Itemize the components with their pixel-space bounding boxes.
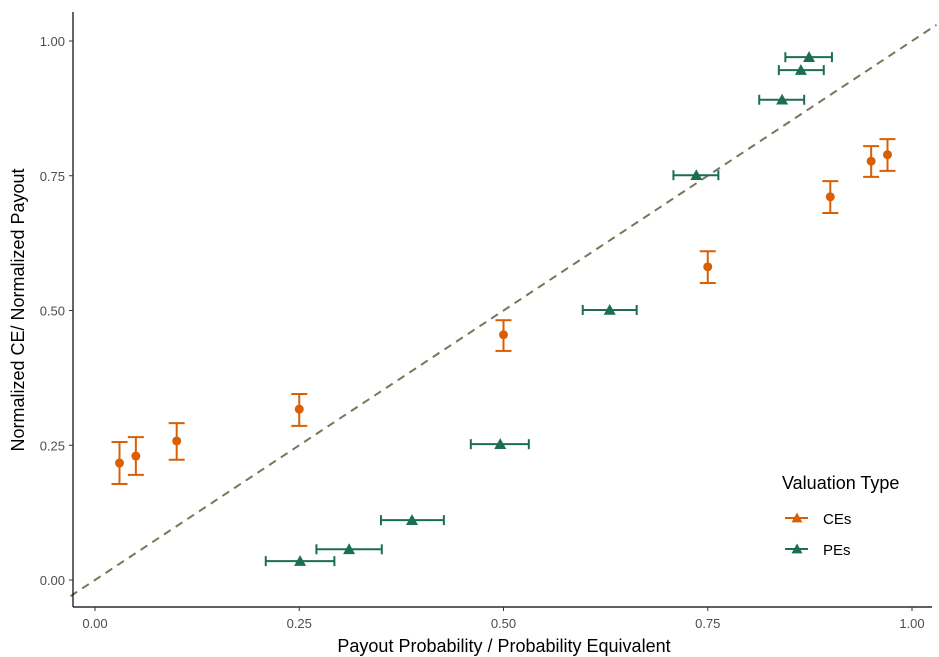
data-point-ces: [131, 451, 141, 461]
data-point-pes: [803, 51, 816, 62]
data-point-pes: [294, 555, 307, 566]
data-point-ces: [825, 192, 835, 202]
data-point-ces: [882, 150, 892, 160]
data-point-pes: [494, 438, 507, 449]
legend-title: Valuation Type: [782, 473, 899, 493]
legend-label: CEs: [823, 511, 851, 528]
x-tick-label: 1.00: [899, 616, 924, 631]
x-tick-label: 0.25: [287, 616, 312, 631]
legend: Valuation Type CEs PEs: [782, 473, 899, 559]
legend-label: PEs: [823, 542, 851, 559]
data-point-pes: [405, 514, 418, 525]
legend-key-marker: [791, 543, 803, 554]
x-tick-label: 0.75: [695, 616, 720, 631]
x-tick-label: 0.50: [491, 616, 516, 631]
data-point-ces: [115, 458, 125, 468]
y-tick-label: 0.25: [40, 438, 65, 453]
reference-line-y-equals-x: [69, 23, 938, 598]
x-tick-label: 0.00: [82, 616, 107, 631]
legend-key-marker: [791, 512, 803, 523]
data-point-pes: [603, 303, 616, 315]
data-point-ces: [703, 262, 713, 272]
x-axis-label: Payout Probability / Probability Equival…: [337, 636, 670, 656]
data-point-pes: [794, 64, 807, 75]
data-point-ces: [294, 404, 304, 414]
y-tick-label: 0.00: [40, 573, 65, 588]
data-point-ces: [499, 330, 508, 340]
y-axis-label: Normalized CE/ Normalized Payout: [8, 168, 28, 451]
data-point-ces: [866, 156, 876, 166]
y-tick-label: 0.75: [40, 169, 65, 184]
data-point-pes: [343, 543, 356, 555]
data-point-ces: [172, 436, 182, 446]
data-point-pes: [776, 93, 789, 105]
data-point-pes: [690, 169, 703, 181]
y-tick-label: 0.50: [40, 304, 65, 319]
y-tick-label: 1.00: [40, 34, 65, 49]
